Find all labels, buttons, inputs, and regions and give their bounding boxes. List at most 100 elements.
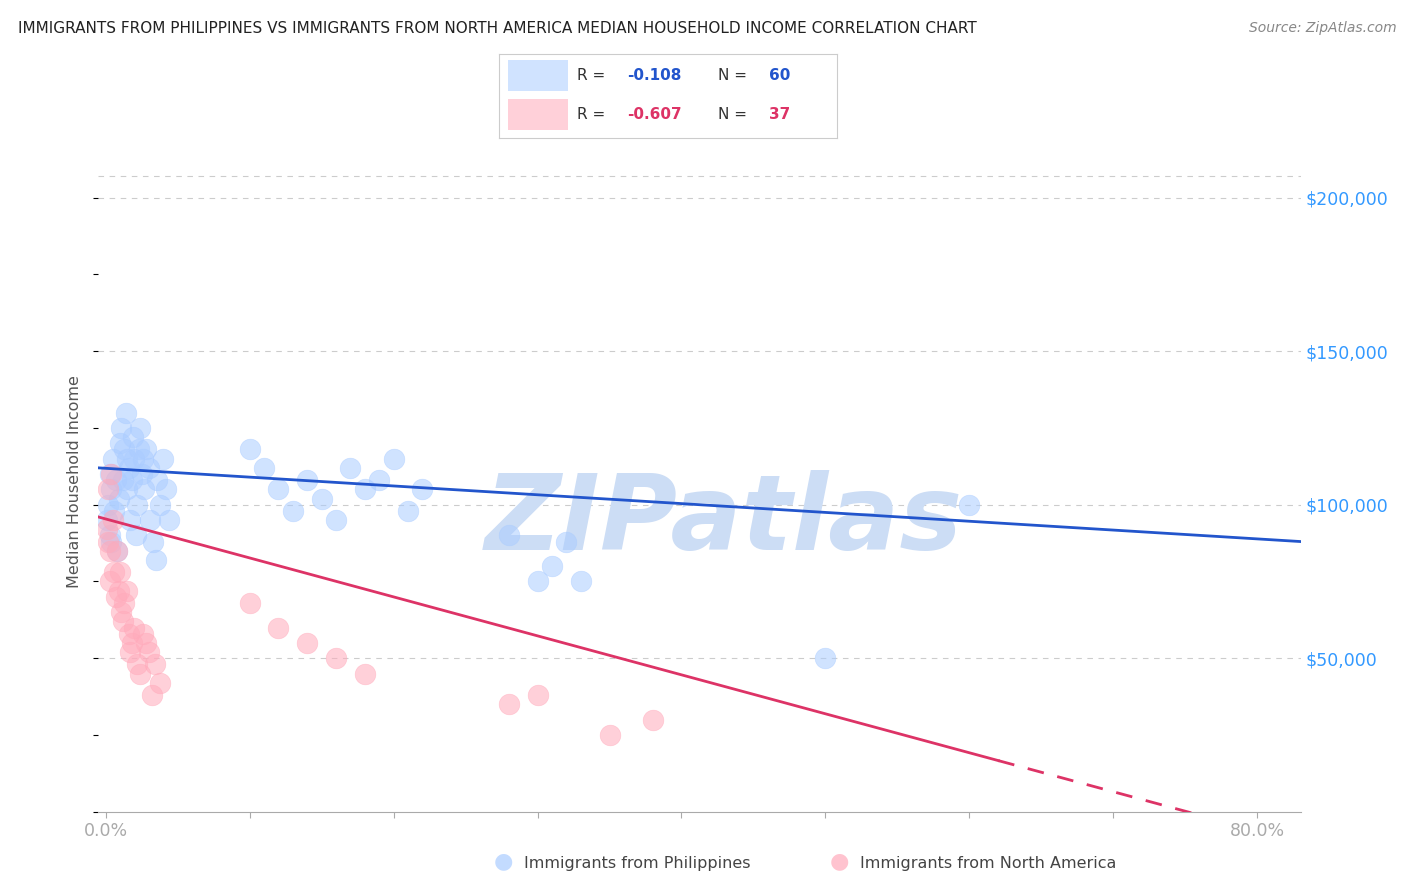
- Point: [127, 657, 149, 672]
- Point: [121, 473, 143, 487]
- Point: [105, 543, 128, 558]
- Point: [139, 513, 162, 527]
- Text: R =: R =: [576, 107, 610, 122]
- Text: -0.108: -0.108: [627, 68, 682, 83]
- Point: [135, 636, 157, 650]
- Point: [110, 421, 132, 435]
- Point: [239, 442, 262, 457]
- Point: [142, 534, 165, 549]
- Point: [135, 442, 157, 457]
- Point: [814, 651, 837, 665]
- Point: [98, 574, 121, 589]
- Point: [555, 534, 578, 549]
- Point: [155, 483, 177, 497]
- Point: [498, 698, 520, 712]
- Point: [114, 406, 136, 420]
- Text: N =: N =: [718, 107, 752, 122]
- Point: [157, 513, 180, 527]
- Text: Source: ZipAtlas.com: Source: ZipAtlas.com: [1249, 21, 1396, 35]
- Point: [115, 451, 138, 466]
- Point: [120, 645, 142, 659]
- Point: [107, 583, 129, 598]
- Text: 60: 60: [769, 68, 790, 83]
- Text: N =: N =: [718, 68, 752, 83]
- Point: [97, 534, 120, 549]
- Point: [105, 543, 128, 558]
- Point: [97, 498, 120, 512]
- Point: [353, 666, 375, 681]
- Text: IMMIGRANTS FROM PHILIPPINES VS IMMIGRANTS FROM NORTH AMERICA MEDIAN HOUSEHOLD IN: IMMIGRANTS FROM PHILIPPINES VS IMMIGRANT…: [18, 21, 977, 36]
- Point: [96, 513, 118, 527]
- Point: [339, 461, 361, 475]
- Point: [353, 483, 375, 497]
- Point: [295, 473, 318, 487]
- Point: [115, 583, 138, 598]
- Point: [115, 483, 138, 497]
- Point: [131, 467, 153, 481]
- Point: [98, 543, 121, 558]
- Point: [145, 553, 167, 567]
- Point: [526, 574, 548, 589]
- Point: [132, 451, 155, 466]
- Text: ●: ●: [830, 852, 849, 871]
- Point: [97, 483, 120, 497]
- Point: [110, 605, 132, 619]
- Text: Immigrants from Philippines: Immigrants from Philippines: [524, 855, 751, 871]
- Text: 37: 37: [769, 107, 790, 122]
- Point: [149, 498, 172, 512]
- Point: [111, 615, 134, 629]
- Point: [100, 483, 122, 497]
- Point: [267, 620, 290, 634]
- Point: [104, 473, 127, 487]
- Point: [111, 473, 134, 487]
- Point: [141, 688, 163, 702]
- Point: [107, 491, 129, 506]
- Point: [96, 522, 118, 536]
- Point: [498, 528, 520, 542]
- Text: ZIPatlas: ZIPatlas: [485, 470, 963, 573]
- Point: [103, 566, 125, 580]
- Point: [120, 513, 142, 527]
- Point: [149, 675, 172, 690]
- Point: [128, 442, 150, 457]
- Point: [325, 513, 347, 527]
- Point: [112, 442, 135, 457]
- Point: [541, 559, 564, 574]
- Point: [325, 651, 347, 665]
- Point: [124, 620, 146, 634]
- Point: [129, 421, 152, 435]
- Point: [112, 596, 135, 610]
- Point: [411, 483, 433, 497]
- Point: [239, 596, 262, 610]
- Point: [146, 473, 169, 487]
- Point: [311, 491, 333, 506]
- Point: [152, 451, 174, 466]
- Text: Immigrants from North America: Immigrants from North America: [860, 855, 1116, 871]
- Text: ●: ●: [494, 852, 513, 871]
- Point: [129, 666, 152, 681]
- Point: [396, 504, 419, 518]
- Point: [569, 574, 592, 589]
- Point: [641, 713, 664, 727]
- Point: [122, 430, 145, 444]
- Point: [103, 504, 125, 518]
- Point: [98, 467, 121, 481]
- Point: [121, 636, 143, 650]
- Point: [267, 483, 290, 497]
- Point: [100, 534, 122, 549]
- Point: [599, 728, 621, 742]
- Point: [101, 513, 124, 527]
- Point: [108, 436, 131, 450]
- Point: [526, 688, 548, 702]
- Point: [98, 528, 121, 542]
- Point: [101, 451, 124, 466]
- Point: [132, 626, 155, 640]
- Bar: [508, 61, 568, 91]
- Point: [134, 483, 156, 497]
- Point: [127, 498, 149, 512]
- Point: [118, 461, 141, 475]
- Point: [108, 566, 131, 580]
- Point: [295, 636, 318, 650]
- Point: [124, 451, 146, 466]
- Point: [104, 590, 127, 604]
